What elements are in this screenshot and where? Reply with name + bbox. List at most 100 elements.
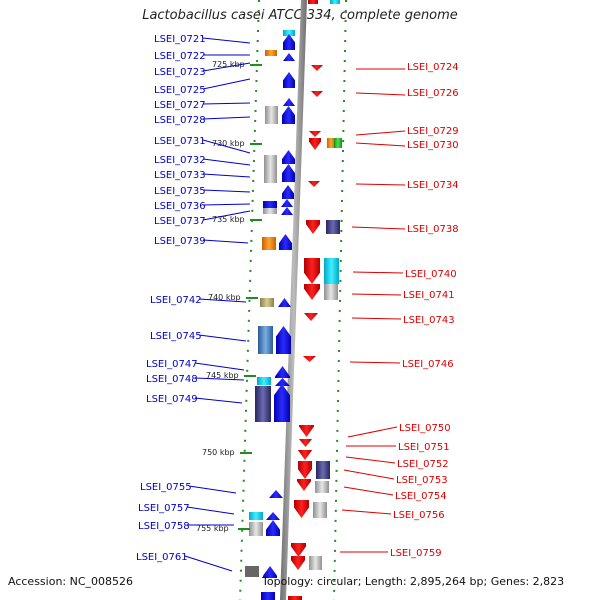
- gene-label[interactable]: LSEI_0727: [154, 100, 206, 111]
- gene-label[interactable]: LSEI_0750: [399, 423, 451, 434]
- feature-box[interactable]: [315, 481, 329, 493]
- feature-box[interactable]: [249, 512, 263, 520]
- reverse-gene-arrow[interactable]: [304, 258, 320, 284]
- gene-label[interactable]: LSEI_0759: [390, 548, 442, 559]
- gene-label[interactable]: LSEI_0724: [407, 62, 459, 73]
- reverse-gene-arrow[interactable]: [309, 131, 321, 137]
- feature-box[interactable]: [263, 201, 277, 209]
- gene-label[interactable]: LSEI_0741: [403, 290, 455, 301]
- gene-label[interactable]: LSEI_0745: [150, 331, 202, 342]
- gene-label[interactable]: LSEI_0732: [154, 155, 206, 166]
- forward-gene-arrow[interactable]: [283, 98, 295, 106]
- feature-box[interactable]: [316, 461, 330, 479]
- reverse-gene-arrow[interactable]: [303, 356, 316, 362]
- forward-gene-arrow[interactable]: [276, 326, 291, 354]
- feature-box[interactable]: [334, 138, 342, 148]
- gene-label[interactable]: LSEI_0736: [154, 201, 206, 212]
- gene-label[interactable]: LSEI_0747: [146, 359, 198, 370]
- forward-gene-arrow[interactable]: [269, 490, 283, 498]
- gene-label[interactable]: LSEI_0751: [398, 442, 450, 453]
- reverse-gene-arrow[interactable]: [294, 500, 309, 518]
- feature-box[interactable]: [262, 237, 276, 250]
- feature-box[interactable]: [265, 106, 278, 124]
- gene-label[interactable]: LSEI_0756: [393, 510, 445, 521]
- reverse-gene-arrow[interactable]: [298, 450, 312, 460]
- gene-label[interactable]: LSEI_0758: [138, 521, 190, 532]
- gene-label[interactable]: LSEI_0739: [154, 236, 206, 247]
- feature-box[interactable]: [324, 258, 339, 284]
- forward-gene-arrow[interactable]: [266, 512, 280, 520]
- forward-gene-arrow[interactable]: [282, 106, 295, 124]
- feature-box[interactable]: [324, 284, 338, 300]
- feature-box[interactable]: [283, 30, 295, 36]
- gene-label[interactable]: LSEI_0740: [405, 269, 457, 280]
- gene-label[interactable]: LSEI_0726: [407, 88, 459, 99]
- forward-gene-arrow[interactable]: [279, 234, 292, 250]
- feature-box[interactable]: [265, 50, 277, 56]
- gene-label[interactable]: LSEI_0729: [407, 126, 459, 137]
- feature-box[interactable]: [288, 596, 302, 600]
- forward-gene-arrow[interactable]: [275, 378, 290, 386]
- gene-label[interactable]: LSEI_0749: [146, 394, 198, 405]
- gene-label[interactable]: LSEI_0735: [154, 186, 206, 197]
- feature-box[interactable]: [258, 326, 273, 354]
- gene-label[interactable]: LSEI_0730: [407, 140, 459, 151]
- gene-label[interactable]: LSEI_0722: [154, 51, 206, 62]
- gene-label[interactable]: LSEI_0742: [150, 295, 202, 306]
- feature-box[interactable]: [326, 220, 340, 234]
- reverse-gene-arrow[interactable]: [306, 220, 320, 234]
- feature-box[interactable]: [264, 155, 277, 183]
- gene-label[interactable]: LSEI_0737: [154, 216, 206, 227]
- reverse-gene-arrow[interactable]: [304, 284, 320, 300]
- reverse-gene-arrow[interactable]: [299, 425, 314, 437]
- forward-gene-arrow[interactable]: [283, 34, 295, 50]
- gene-label[interactable]: LSEI_0723: [154, 67, 206, 78]
- feature-box[interactable]: [263, 208, 277, 214]
- forward-gene-arrow[interactable]: [275, 366, 290, 378]
- forward-gene-arrow[interactable]: [274, 384, 290, 422]
- forward-gene-arrow[interactable]: [283, 53, 295, 61]
- feature-box[interactable]: [249, 522, 263, 536]
- gene-label[interactable]: LSEI_0754: [395, 491, 447, 502]
- feature-box[interactable]: [260, 298, 274, 307]
- forward-gene-arrow[interactable]: [281, 199, 293, 207]
- gene-label[interactable]: LSEI_0731: [154, 136, 206, 147]
- forward-gene-arrow[interactable]: [282, 164, 295, 182]
- forward-gene-arrow[interactable]: [282, 150, 295, 164]
- gene-label[interactable]: LSEI_0725: [154, 85, 206, 96]
- gene-label[interactable]: LSEI_0721: [154, 34, 206, 45]
- gene-label[interactable]: LSEI_0733: [154, 170, 206, 181]
- gene-label[interactable]: LSEI_0738: [407, 224, 459, 235]
- feature-box[interactable]: [245, 566, 259, 577]
- gene-label[interactable]: LSEI_0743: [403, 315, 455, 326]
- reverse-gene-arrow[interactable]: [304, 313, 318, 321]
- feature-box[interactable]: [255, 386, 271, 422]
- forward-gene-arrow[interactable]: [263, 566, 277, 578]
- feature-box[interactable]: [308, 0, 318, 4]
- feature-box[interactable]: [327, 138, 335, 148]
- gene-label[interactable]: LSEI_0755: [140, 482, 192, 493]
- feature-box[interactable]: [309, 556, 322, 570]
- feature-box[interactable]: [313, 502, 327, 518]
- feature-box[interactable]: [330, 0, 340, 4]
- reverse-gene-arrow[interactable]: [291, 543, 306, 557]
- reverse-gene-arrow[interactable]: [311, 91, 323, 97]
- reverse-gene-arrow[interactable]: [299, 439, 312, 447]
- reverse-gene-arrow[interactable]: [309, 138, 321, 150]
- reverse-gene-arrow[interactable]: [298, 461, 312, 479]
- gene-label[interactable]: LSEI_0746: [402, 359, 454, 370]
- forward-gene-arrow[interactable]: [282, 185, 294, 199]
- forward-gene-arrow[interactable]: [281, 207, 293, 215]
- gene-label[interactable]: LSEI_0761: [136, 552, 188, 563]
- gene-label[interactable]: LSEI_0757: [138, 503, 190, 514]
- forward-gene-arrow[interactable]: [266, 520, 280, 536]
- reverse-gene-arrow[interactable]: [297, 479, 311, 491]
- forward-gene-arrow[interactable]: [283, 72, 295, 88]
- gene-label[interactable]: LSEI_0752: [397, 459, 449, 470]
- gene-label[interactable]: LSEI_0753: [396, 475, 448, 486]
- feature-box[interactable]: [261, 592, 275, 600]
- reverse-gene-arrow[interactable]: [311, 65, 323, 71]
- feature-box[interactable]: [257, 377, 271, 385]
- gene-label[interactable]: LSEI_0734: [407, 180, 459, 191]
- forward-gene-arrow[interactable]: [278, 298, 291, 307]
